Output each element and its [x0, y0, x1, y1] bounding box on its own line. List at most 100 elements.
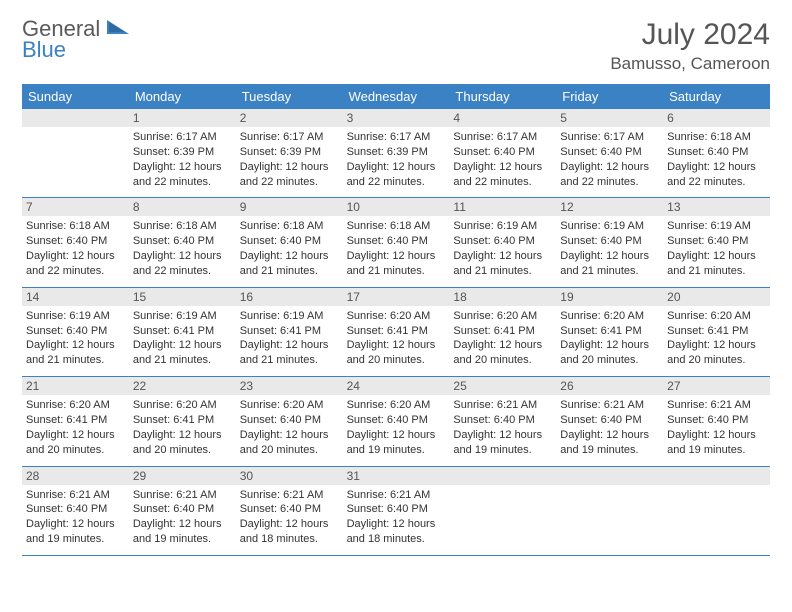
daylight-text: Daylight: 12 hours and 20 minutes.: [453, 338, 552, 368]
sunset-text: Sunset: 6:40 PM: [240, 413, 339, 428]
sunrise-text: Sunrise: 6:21 AM: [667, 398, 766, 413]
sunrise-text: Sunrise: 6:21 AM: [26, 488, 125, 503]
location: Bamusso, Cameroon: [610, 54, 770, 74]
sunrise-text: Sunrise: 6:20 AM: [240, 398, 339, 413]
day-number: 23: [236, 377, 343, 395]
day-number: 29: [129, 467, 236, 485]
day-number: 31: [343, 467, 450, 485]
day-number: 18: [449, 288, 556, 306]
sunrise-text: Sunrise: 6:21 AM: [560, 398, 659, 413]
day-cell: 26Sunrise: 6:21 AMSunset: 6:40 PMDayligh…: [556, 377, 663, 465]
sunrise-text: Sunrise: 6:17 AM: [560, 130, 659, 145]
week-row: 7Sunrise: 6:18 AMSunset: 6:40 PMDaylight…: [22, 198, 770, 287]
day-header: Thursday: [449, 84, 556, 109]
daylight-text: Daylight: 12 hours and 19 minutes.: [667, 428, 766, 458]
day-cell: 29Sunrise: 6:21 AMSunset: 6:40 PMDayligh…: [129, 467, 236, 555]
sunset-text: Sunset: 6:39 PM: [240, 145, 339, 160]
sunset-text: Sunset: 6:40 PM: [133, 234, 232, 249]
sunrise-text: Sunrise: 6:17 AM: [240, 130, 339, 145]
daylight-text: Daylight: 12 hours and 21 minutes.: [667, 249, 766, 279]
daylight-text: Daylight: 12 hours and 19 minutes.: [133, 517, 232, 547]
daylight-text: Daylight: 12 hours and 22 minutes.: [453, 160, 552, 190]
day-header: Friday: [556, 84, 663, 109]
daylight-text: Daylight: 12 hours and 20 minutes.: [26, 428, 125, 458]
sunrise-text: Sunrise: 6:20 AM: [667, 309, 766, 324]
day-number: 8: [129, 198, 236, 216]
day-cell: 3Sunrise: 6:17 AMSunset: 6:39 PMDaylight…: [343, 109, 450, 197]
day-cell: [556, 467, 663, 555]
day-header: Saturday: [663, 84, 770, 109]
sunset-text: Sunset: 6:41 PM: [133, 324, 232, 339]
sunset-text: Sunset: 6:40 PM: [240, 502, 339, 517]
daylight-text: Daylight: 12 hours and 18 minutes.: [347, 517, 446, 547]
day-cell: 17Sunrise: 6:20 AMSunset: 6:41 PMDayligh…: [343, 288, 450, 376]
day-number: 10: [343, 198, 450, 216]
sunrise-text: Sunrise: 6:20 AM: [347, 398, 446, 413]
day-number: 2: [236, 109, 343, 127]
daylight-text: Daylight: 12 hours and 20 minutes.: [347, 338, 446, 368]
week-row: 28Sunrise: 6:21 AMSunset: 6:40 PMDayligh…: [22, 467, 770, 556]
daylight-text: Daylight: 12 hours and 21 minutes.: [26, 338, 125, 368]
day-number: 20: [663, 288, 770, 306]
sunrise-text: Sunrise: 6:19 AM: [667, 219, 766, 234]
sunrise-text: Sunrise: 6:20 AM: [453, 309, 552, 324]
sunset-text: Sunset: 6:41 PM: [240, 324, 339, 339]
daylight-text: Daylight: 12 hours and 20 minutes.: [667, 338, 766, 368]
sunset-text: Sunset: 6:40 PM: [667, 145, 766, 160]
sunset-text: Sunset: 6:40 PM: [560, 413, 659, 428]
daylight-text: Daylight: 12 hours and 19 minutes.: [26, 517, 125, 547]
month-title: July 2024: [610, 18, 770, 52]
sunset-text: Sunset: 6:40 PM: [26, 502, 125, 517]
sunset-text: Sunset: 6:40 PM: [667, 413, 766, 428]
day-cell: 16 Sunrise: 6:19 AMSunset: 6:41 PMDayligh…: [236, 288, 343, 376]
daylight-text: Daylight: 12 hours and 21 minutes.: [347, 249, 446, 279]
sunrise-text: Sunrise: 6:19 AM: [240, 309, 339, 324]
sunset-text: Sunset: 6:41 PM: [347, 324, 446, 339]
sunset-text: Sunset: 6:40 PM: [667, 234, 766, 249]
sunset-text: Sunset: 6:41 PM: [453, 324, 552, 339]
sunset-text: Sunset: 6:40 PM: [560, 145, 659, 160]
day-cell: 9Sunrise: 6:18 AMSunset: 6:40 PMDaylight…: [236, 198, 343, 286]
sunrise-text: Sunrise: 6:21 AM: [240, 488, 339, 503]
sunset-text: Sunset: 6:40 PM: [453, 413, 552, 428]
logo-word-2: Blue: [22, 39, 129, 61]
daylight-text: Daylight: 12 hours and 21 minutes.: [240, 338, 339, 368]
sunrise-text: Sunrise: 6:17 AM: [347, 130, 446, 145]
day-number: 19: [556, 288, 663, 306]
day-number: 21: [22, 377, 129, 395]
day-number: 16: [236, 288, 343, 306]
sunrise-text: Sunrise: 6:21 AM: [347, 488, 446, 503]
daylight-text: Daylight: 12 hours and 22 minutes.: [560, 160, 659, 190]
daylight-text: Daylight: 12 hours and 21 minutes.: [133, 338, 232, 368]
daylight-text: Daylight: 12 hours and 19 minutes.: [560, 428, 659, 458]
day-cell: 22Sunrise: 6:20 AMSunset: 6:41 PMDayligh…: [129, 377, 236, 465]
sunrise-text: Sunrise: 6:18 AM: [26, 219, 125, 234]
daylight-text: Daylight: 12 hours and 20 minutes.: [560, 338, 659, 368]
sunrise-text: Sunrise: 6:18 AM: [347, 219, 446, 234]
day-number: [449, 467, 556, 485]
day-number: 9: [236, 198, 343, 216]
daylight-text: Daylight: 12 hours and 22 minutes.: [667, 160, 766, 190]
sunset-text: Sunset: 6:40 PM: [453, 145, 552, 160]
daylight-text: Daylight: 12 hours and 22 minutes.: [133, 160, 232, 190]
sunset-text: Sunset: 6:39 PM: [347, 145, 446, 160]
day-number: [556, 467, 663, 485]
sunset-text: Sunset: 6:41 PM: [667, 324, 766, 339]
sunset-text: Sunset: 6:40 PM: [347, 413, 446, 428]
sunset-text: Sunset: 6:40 PM: [133, 502, 232, 517]
sunset-text: Sunset: 6:39 PM: [133, 145, 232, 160]
sunset-text: Sunset: 6:41 PM: [133, 413, 232, 428]
day-header: Monday: [129, 84, 236, 109]
sunrise-text: Sunrise: 6:20 AM: [26, 398, 125, 413]
day-header: Tuesday: [236, 84, 343, 109]
sunrise-text: Sunrise: 6:20 AM: [347, 309, 446, 324]
sunrise-text: Sunrise: 6:19 AM: [133, 309, 232, 324]
day-cell: 6Sunrise: 6:18 AMSunset: 6:40 PMDaylight…: [663, 109, 770, 197]
header: General Blue July 2024 Bamusso, Cameroon: [22, 18, 770, 74]
day-cell: 14Sunrise: 6:19 AMSunset: 6:40 PMDayligh…: [22, 288, 129, 376]
sunrise-text: Sunrise: 6:19 AM: [26, 309, 125, 324]
day-cell: 25Sunrise: 6:21 AMSunset: 6:40 PMDayligh…: [449, 377, 556, 465]
daylight-text: Daylight: 12 hours and 19 minutes.: [453, 428, 552, 458]
daylight-text: Daylight: 12 hours and 19 minutes.: [347, 428, 446, 458]
sunrise-text: Sunrise: 6:18 AM: [240, 219, 339, 234]
